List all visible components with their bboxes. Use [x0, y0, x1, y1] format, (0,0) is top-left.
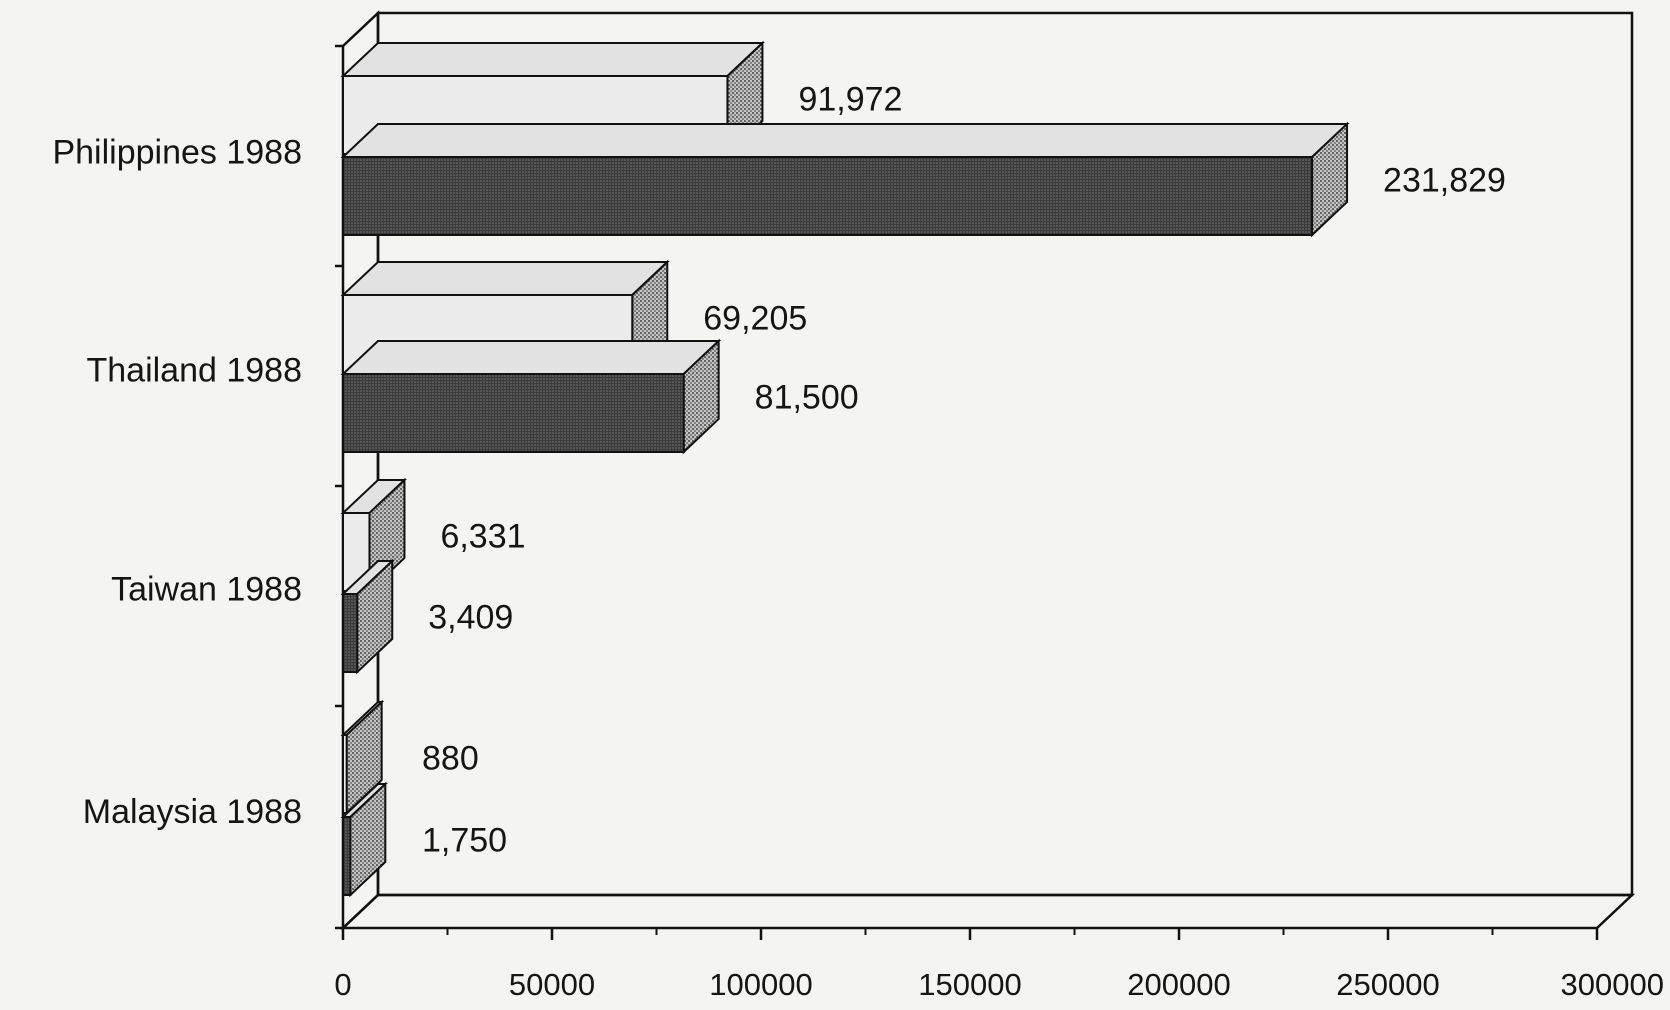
x-tick-label-6: 300000 [1561, 967, 1664, 1002]
category-label-1: Thailand 1988 [86, 352, 302, 390]
floor-plane [339, 893, 1636, 930]
bar-0-1-top [340, 123, 1350, 158]
bars-layer [340, 40, 1350, 898]
bar-3-1 [340, 781, 388, 898]
bar-2-1-front [342, 593, 359, 673]
value-label-3-1: 1,750 [422, 822, 507, 860]
category-label-2: Taiwan 1988 [111, 571, 302, 609]
x-tick-label-5: 250000 [1336, 967, 1439, 1002]
bar-0-1-front [342, 156, 1314, 236]
bar-3-0-front [342, 734, 348, 814]
category-label-0: Philippines 1988 [52, 134, 302, 172]
bar-3-0 [340, 699, 385, 816]
bar-2-1 [340, 558, 395, 675]
x-tick-label-2: 100000 [709, 967, 812, 1002]
bar-0-1 [340, 121, 1350, 238]
value-label-3-0: 880 [422, 740, 479, 778]
value-label-0-1: 231,829 [1383, 162, 1506, 200]
bar-1-1-front [342, 373, 685, 453]
labels-layer: 91,972 231,829 Philippines 1988 69,205 81,50… [52, 81, 1505, 860]
value-label-2-1: 3,409 [428, 599, 513, 637]
value-label-2-0: 6,331 [440, 518, 525, 556]
bar-1-1 [340, 338, 722, 455]
value-label-0-0: 91,972 [798, 81, 902, 119]
x-axis: 0 50000 100000 150000 200000 250000 300000 [334, 44, 1664, 1002]
bar-0-0-top [340, 42, 765, 77]
x-tick-label-4: 200000 [1127, 967, 1230, 1002]
category-label-3: Malaysia 1988 [83, 793, 302, 831]
value-label-1-1: 81,500 [755, 379, 859, 417]
value-label-1-0: 69,205 [703, 300, 807, 338]
bar-1-0-top [340, 261, 670, 296]
x-tick-label-3: 150000 [918, 967, 1021, 1002]
x-tick-label-0: 0 [334, 967, 351, 1002]
bar-3-1-front [342, 816, 352, 896]
x-tick-label-1: 50000 [509, 967, 595, 1002]
bar-1-1-top [340, 340, 722, 375]
